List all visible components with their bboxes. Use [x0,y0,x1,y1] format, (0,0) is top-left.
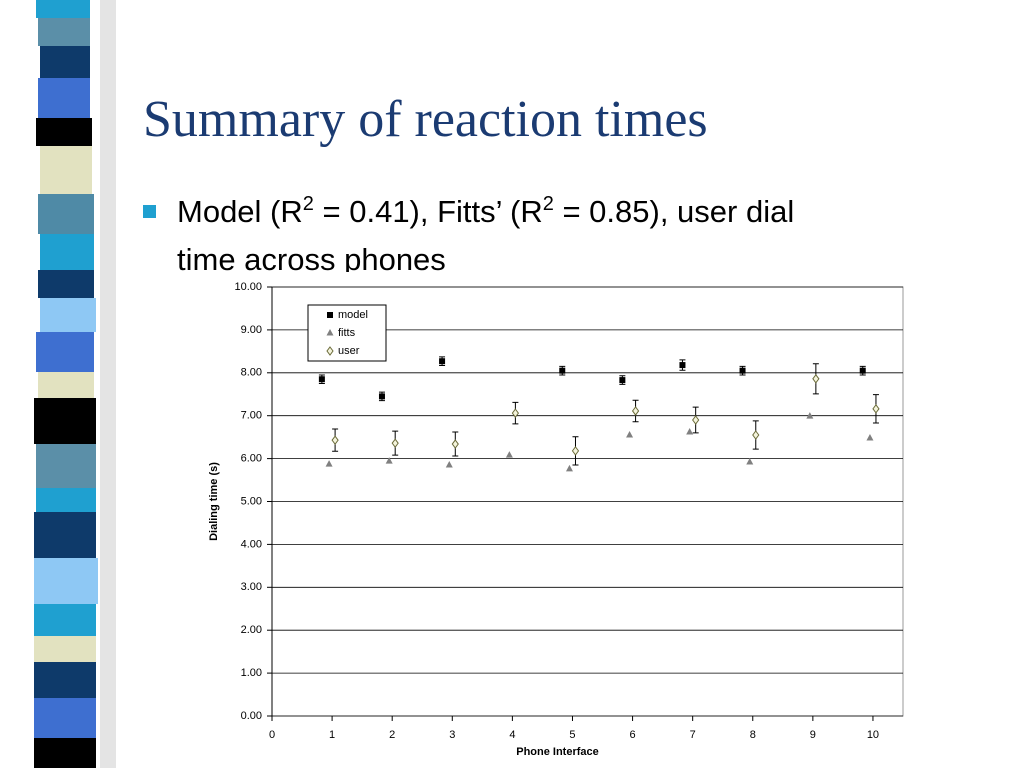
marker [511,408,520,418]
marker [325,460,333,467]
legend-box [307,304,387,362]
marker [619,377,626,384]
marker [626,431,634,438]
decor-stripe [34,0,116,768]
marker [439,358,446,365]
bullet-text: time across phones [177,242,446,277]
marker [571,446,580,456]
slide-title: Summary of reaction times [143,91,708,148]
bullet-marker [143,205,156,218]
x-tick-label: 0 [269,729,275,741]
y-tick-label: 2.00 [241,624,262,636]
superscript: 2 [543,193,554,215]
x-tick-label: 2 [389,729,395,741]
x-tick-label: 5 [569,729,575,741]
x-tick-label: 7 [690,729,696,741]
marker [739,367,746,374]
marker [812,373,820,384]
marker [752,430,760,440]
x-tick-label: 3 [449,729,455,741]
marker [451,439,459,449]
bullet-segment: = 0.41), Fitts’ (R [314,194,543,229]
x-tick-label: 8 [750,729,756,741]
marker [746,458,754,465]
x-tick-label: 4 [509,729,515,741]
y-tick-label: 6.00 [241,453,262,465]
y-tick-label: 9.00 [241,324,262,336]
legend-marker [326,346,334,356]
y-tick-label: 3.00 [241,581,262,593]
bullet-segment: Model (R [177,194,303,229]
y-tick-label: 10.00 [234,281,262,293]
marker [806,412,814,419]
marker [559,367,566,374]
y-tick-label: 0.00 [241,710,262,722]
superscript: 2 [303,193,314,215]
legend-label: user [338,345,360,357]
marker [631,406,640,416]
marker [866,434,874,441]
marker [331,435,339,445]
marker [872,404,880,414]
x-tick-label: 10 [867,729,879,741]
y-tick-label: 8.00 [241,367,262,379]
x-tick-label: 6 [630,729,636,741]
legend-marker [327,312,333,318]
marker [679,362,686,369]
marker [692,415,700,425]
marker [391,438,399,448]
y-tick-label: 5.00 [241,495,262,507]
marker [385,457,393,464]
marker [445,461,453,468]
bullet-segment: = 0.85), user dial [554,194,794,229]
x-axis-title: Phone Interface [516,746,599,758]
marker [565,464,573,472]
y-axis-title: Dialing time (s) [208,462,220,541]
legend-label: model [338,309,368,321]
bullet-text: Model (R2 = 0.41), Fitts’ (R2 = 0.85), u… [177,193,794,229]
legend-label: fitts [338,327,356,339]
x-tick-label: 9 [810,729,816,741]
legend-marker [326,329,334,336]
x-tick-label: 1 [329,729,335,741]
marker [859,367,866,374]
marker [686,428,694,435]
marker [318,376,325,383]
y-tick-label: 4.00 [241,538,262,550]
marker [378,393,385,400]
y-tick-label: 7.00 [241,410,262,422]
marker [505,451,513,458]
y-tick-label: 1.00 [241,667,262,679]
